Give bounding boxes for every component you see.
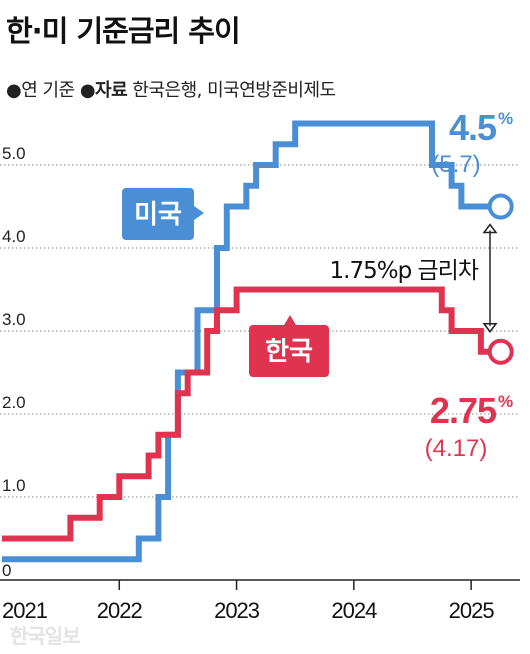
x-tick-label: 2021 xyxy=(2,598,48,623)
spread-annotation: 1.75%p 금리차 xyxy=(330,258,479,284)
us-label-pointer xyxy=(194,206,204,220)
korea-end-value: 2.75 xyxy=(430,390,497,431)
x-tick-label: 2025 xyxy=(449,598,495,623)
source-label: ●자료 xyxy=(79,80,128,101)
spread-label-bg xyxy=(308,252,480,284)
watermark-logo: 한국일보 xyxy=(10,624,81,648)
y-tick-label: 3.0 xyxy=(2,310,26,329)
korea-series-line xyxy=(2,286,491,542)
us-label-box xyxy=(122,188,194,240)
korea-label-pointer xyxy=(284,315,296,325)
us-end-unit: % xyxy=(498,109,513,128)
x-tick-label: 2022 xyxy=(97,598,143,623)
us-end-value: 4.5 xyxy=(449,107,497,148)
x-tick-label: 2024 xyxy=(331,598,377,623)
basis-note: ●연 기준 xyxy=(6,80,75,101)
korea-end-sub: (4.17) xyxy=(425,435,488,462)
us-end-sub: (5.7) xyxy=(431,151,480,178)
y-tick-label: 2.0 xyxy=(2,393,26,412)
chart-subtitle: ●연 기준 ●자료 한국은행, 미국연방준비제도 xyxy=(6,76,336,102)
us-series-line xyxy=(2,120,491,563)
series-lines xyxy=(2,120,514,563)
y-tick-label: 1.0 xyxy=(2,476,26,495)
x-tick-label: 2023 xyxy=(214,598,260,623)
us-series-label: 미국 xyxy=(134,200,182,230)
spread-arrow-top xyxy=(482,223,498,234)
spread-arrow-bottom xyxy=(482,323,498,333)
y-tick-label: 4.0 xyxy=(2,227,26,246)
korea-end-marker xyxy=(487,338,514,365)
korea-end-unit: % xyxy=(498,392,513,411)
y-tick-label: 5.0 xyxy=(2,144,26,163)
page-title: 한·미 기준금리 추이 xyxy=(6,14,241,48)
x-axis: 2021 2022 2023 2024 2025 xyxy=(0,579,520,623)
source-text: 한국은행, 미국연방준비제도 xyxy=(132,80,336,101)
korea-series-label: 한국 xyxy=(265,337,313,367)
korea-label-box xyxy=(249,325,329,377)
us-end-marker xyxy=(487,193,514,220)
y-tick-label: 0 xyxy=(2,561,11,580)
